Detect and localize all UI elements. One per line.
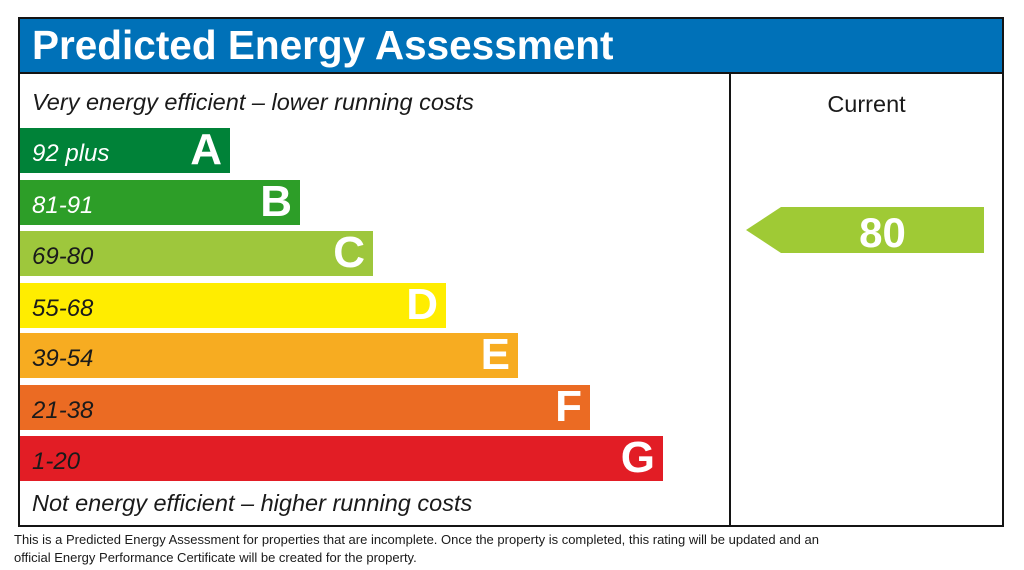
svg-text:80: 80 <box>859 209 906 253</box>
